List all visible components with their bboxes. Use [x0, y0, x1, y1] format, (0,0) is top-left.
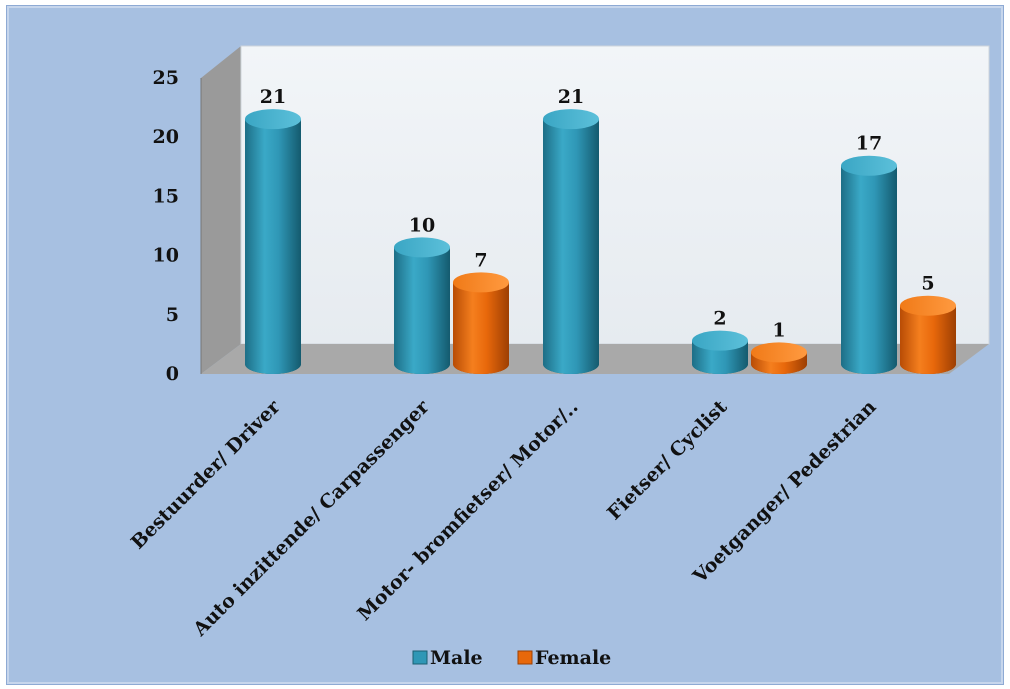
y-axis-ticks: 0 5 10 15 20 25: [153, 67, 179, 385]
bar-male: [543, 109, 599, 374]
bar-male-top: [692, 330, 748, 351]
data-label: 10: [409, 214, 435, 236]
bar-male-top: [394, 237, 450, 258]
y-tick-label: 20: [153, 126, 179, 148]
data-label: 17: [856, 133, 882, 155]
data-label: 2: [713, 308, 726, 330]
data-label: 21: [260, 86, 286, 108]
x-tick-label: Bestuurder/ Driver: [127, 395, 285, 553]
bar-male: [394, 237, 450, 374]
bar-male: [841, 155, 897, 374]
legend-swatch-male: [412, 650, 428, 665]
legend-label-male: Male: [430, 647, 483, 669]
bar-male: [245, 109, 301, 374]
bar-female: [900, 295, 956, 374]
data-label: 5: [921, 273, 934, 295]
legend-swatch-female: [517, 650, 533, 665]
x-tick-label: Fietser/ Cyclist: [603, 396, 732, 525]
bar-female-top: [900, 295, 956, 316]
bar-female: [453, 272, 509, 374]
bar-male-top: [841, 155, 897, 176]
bar-female-body: [453, 282, 509, 374]
bar-female-body: [900, 305, 956, 374]
y-tick-label: 0: [166, 363, 179, 385]
legend: Male Female: [412, 647, 611, 669]
y-tick-label: 10: [153, 245, 179, 267]
legend-label-female: Female: [535, 647, 611, 669]
bar-female-top: [751, 342, 807, 363]
data-label: 7: [474, 249, 487, 271]
bar-male-top: [543, 109, 599, 130]
bar-male-body: [394, 247, 450, 374]
bar-female: [751, 342, 807, 374]
bar-male-body: [245, 119, 301, 374]
x-tick-label: Auto inzittende/ Carpassenger: [188, 395, 434, 641]
y-tick-label: 5: [166, 304, 179, 326]
bar-male: [692, 330, 748, 374]
chart-frame: 0 5 10 15 20 25 21 10 7 21 2 1 17 5 Bestuurder/ Driv…: [6, 5, 1004, 685]
bar-female-top: [453, 272, 509, 293]
bar-male-body: [543, 119, 599, 374]
side-wall: [201, 46, 241, 374]
bar-male-top: [245, 109, 301, 130]
data-label: 1: [772, 319, 785, 341]
data-label: 21: [558, 86, 584, 108]
y-tick-label: 25: [153, 67, 179, 89]
y-tick-label: 15: [153, 185, 179, 207]
bar-male-body: [841, 165, 897, 374]
